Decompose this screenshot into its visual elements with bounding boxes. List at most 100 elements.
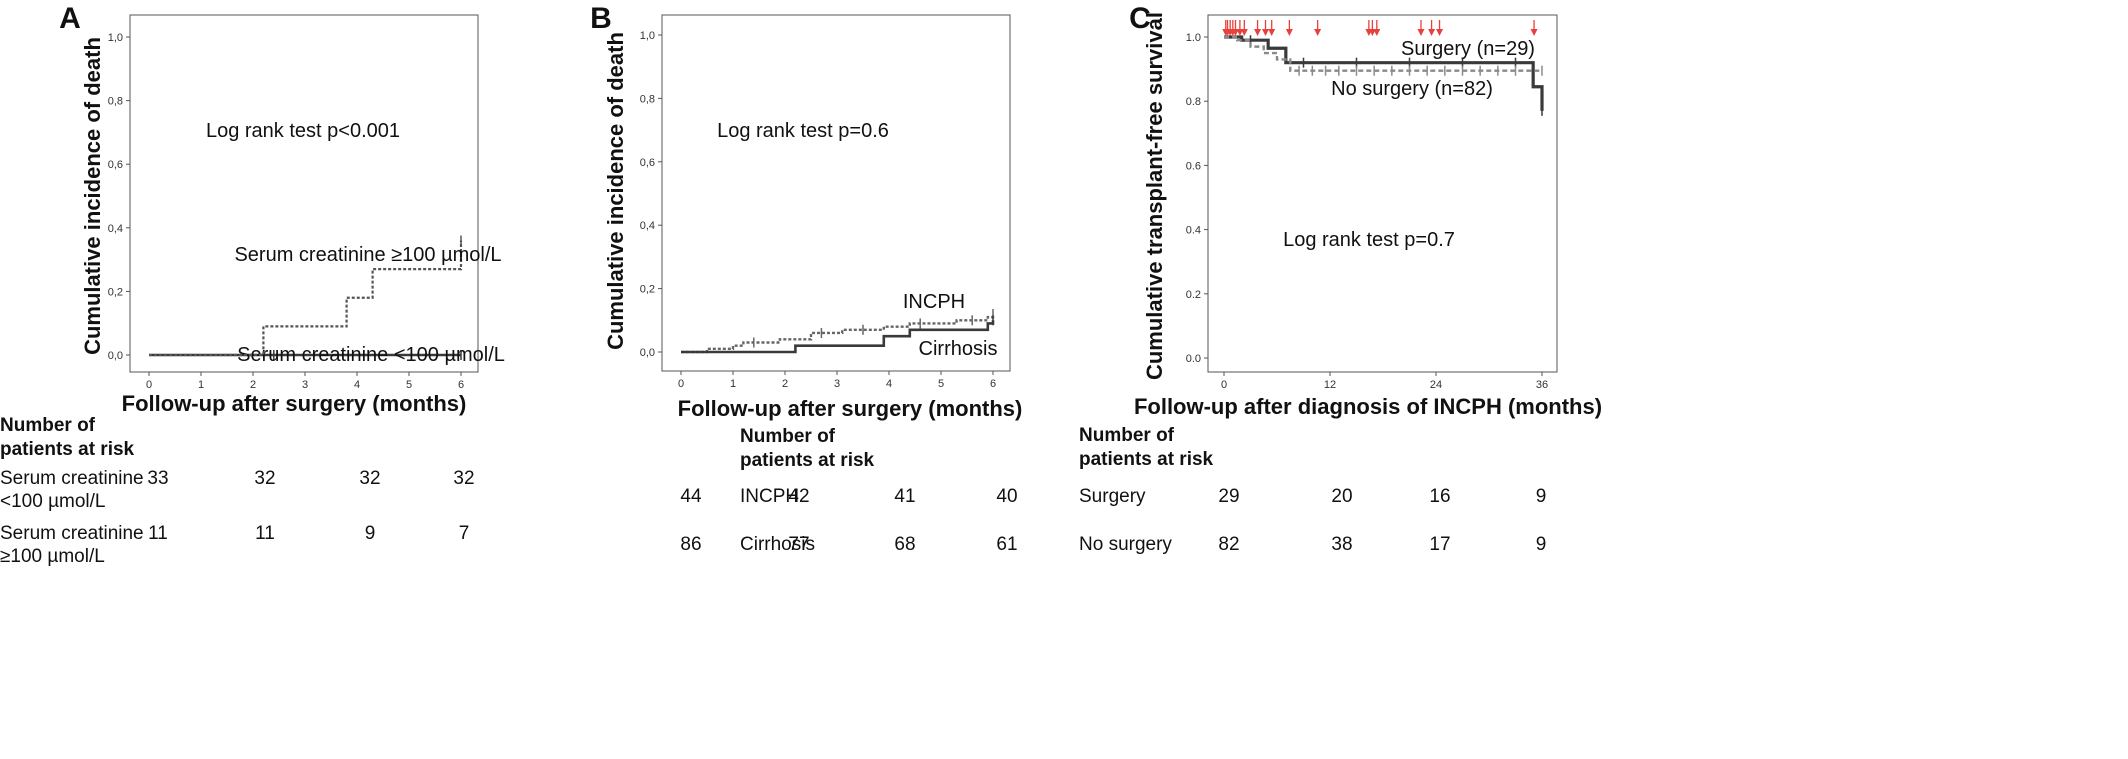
y-axis-title: Cumulative incidence of death bbox=[603, 32, 628, 350]
y-tick-label: 0.0 bbox=[1186, 353, 1201, 365]
series-label: Serum creatinine ≥100 µmol/L bbox=[234, 244, 501, 266]
x-tick-label: 6 bbox=[990, 378, 996, 390]
risk-value: 29 bbox=[1218, 486, 1239, 507]
chart-panel-c: C 0.0 0.2 0.4 0.6 0.8 1.0 0 12 24 36 Follow-up afte… bbox=[1079, 2, 1602, 555]
risk-value: 11 bbox=[148, 523, 168, 544]
event-arrow-head bbox=[1254, 29, 1262, 36]
event-arrow-head bbox=[1240, 29, 1248, 36]
event-arrow-head bbox=[1268, 29, 1276, 36]
series-line bbox=[681, 320, 995, 354]
y-tick-label: 0.2 bbox=[1186, 289, 1201, 301]
y-tick-label: 0.8 bbox=[1186, 96, 1201, 108]
chart-panel-b: B 0,0 0,2 0,4 0,6 0,8 1,0 0 1 2 3 4 5 6 Follow-up afte… bbox=[590, 2, 1022, 555]
log-rank-annotation: Log rank test p<0.001 bbox=[206, 120, 400, 142]
panel-letter: B bbox=[590, 2, 612, 35]
risk-value: 32 bbox=[359, 468, 380, 489]
event-arrow-head bbox=[1368, 29, 1376, 36]
y-tick-label: 0,6 bbox=[640, 157, 655, 169]
series-label: INCPH bbox=[903, 291, 965, 313]
y-tick-label: 0,4 bbox=[640, 220, 655, 232]
series-label: Surgery (n=29) bbox=[1401, 38, 1535, 60]
risk-value: 17 bbox=[1429, 534, 1450, 555]
log-rank-annotation: Log rank test p=0.7 bbox=[1283, 229, 1455, 251]
x-tick-label: 0 bbox=[146, 379, 152, 391]
x-tick-label: 3 bbox=[834, 378, 840, 390]
risk-value: 11 bbox=[255, 523, 275, 544]
x-tick-label: 1 bbox=[198, 379, 204, 391]
plot-frame bbox=[129, 14, 479, 373]
series-label: Serum creatinine <100 µmol/L bbox=[237, 344, 505, 366]
y-tick-label: 0,0 bbox=[108, 350, 123, 362]
risk-row-label: INCPH bbox=[740, 486, 799, 507]
y-tick-label: 1.0 bbox=[1186, 32, 1201, 44]
risk-row-label: Surgery bbox=[1079, 486, 1146, 507]
x-tick-label: 2 bbox=[782, 378, 788, 390]
y-tick-label: 0,2 bbox=[640, 284, 655, 296]
risk-row-label: No surgery bbox=[1079, 534, 1172, 555]
x-tick-label: 4 bbox=[886, 378, 892, 390]
x-tick-label: 2 bbox=[250, 379, 256, 391]
y-tick-label: 1,0 bbox=[640, 30, 655, 42]
panel-letter: C bbox=[1129, 2, 1151, 35]
event-arrow-head bbox=[1373, 29, 1381, 36]
y-tick-label: 1,0 bbox=[108, 32, 123, 44]
y-tick-label: 0,2 bbox=[108, 286, 123, 298]
log-rank-annotation: Log rank test p=0.6 bbox=[717, 120, 889, 142]
x-axis-title: Follow-up after surgery (months) bbox=[122, 391, 467, 416]
event-arrow-head bbox=[1417, 29, 1425, 36]
x-tick-label: 0 bbox=[1221, 379, 1227, 391]
y-axis-title: Cumulative transplant-free survival bbox=[1142, 12, 1167, 380]
risk-table-heading: Number of patients at risk bbox=[1079, 425, 1214, 470]
x-tick-label: 5 bbox=[406, 379, 412, 391]
x-tick-label: 3 bbox=[302, 379, 308, 391]
series-line bbox=[1224, 35, 1542, 72]
x-tick-label: 24 bbox=[1430, 379, 1442, 391]
series-label: Cirrhosis bbox=[919, 338, 998, 360]
risk-table-heading: Number of patients at risk bbox=[0, 415, 135, 460]
risk-value: 32 bbox=[453, 468, 474, 489]
event-arrow-head bbox=[1262, 29, 1270, 36]
risk-value: 41 bbox=[894, 486, 915, 507]
risk-value: 42 bbox=[788, 486, 809, 507]
event-arrow-head bbox=[1314, 29, 1322, 36]
risk-row-label: Serum creatinine <100 µmol/L bbox=[0, 468, 144, 512]
risk-value: 16 bbox=[1429, 486, 1450, 507]
series-line bbox=[681, 313, 995, 354]
y-tick-label: 0,4 bbox=[108, 223, 123, 235]
y-tick-label: 0.6 bbox=[1186, 160, 1201, 172]
event-arrow-head bbox=[1285, 29, 1293, 36]
risk-row-label: Serum creatinine ≥100 µmol/L bbox=[0, 523, 144, 567]
panel-letter: A bbox=[59, 2, 81, 35]
x-tick-label: 6 bbox=[458, 379, 464, 391]
risk-value: 32 bbox=[254, 468, 275, 489]
event-arrow-head bbox=[1530, 29, 1538, 36]
risk-value: 7 bbox=[459, 523, 470, 544]
x-tick-label: 5 bbox=[938, 378, 944, 390]
y-tick-label: 0,6 bbox=[108, 159, 123, 171]
risk-value: 9 bbox=[365, 523, 376, 544]
plot-frame bbox=[661, 14, 1011, 372]
risk-value: 68 bbox=[894, 534, 915, 555]
y-tick-label: 0,0 bbox=[640, 347, 655, 359]
x-axis-title: Follow-up after diagnosis of INCPH (mont… bbox=[1134, 394, 1602, 419]
risk-value: 9 bbox=[1536, 486, 1547, 507]
risk-row-label: Cirrhosis bbox=[740, 534, 815, 555]
x-tick-label: 0 bbox=[678, 378, 684, 390]
risk-value: 61 bbox=[996, 534, 1017, 555]
event-arrow-head bbox=[1436, 29, 1444, 36]
risk-value: 38 bbox=[1331, 534, 1352, 555]
risk-value: 44 bbox=[680, 486, 702, 507]
event-arrow-head bbox=[1231, 29, 1239, 36]
x-tick-label: 4 bbox=[354, 379, 360, 391]
y-tick-label: 0,8 bbox=[640, 93, 655, 105]
risk-value: 77 bbox=[788, 534, 809, 555]
risk-value: 82 bbox=[1218, 534, 1239, 555]
x-tick-label: 36 bbox=[1536, 379, 1548, 391]
risk-value: 9 bbox=[1536, 534, 1547, 555]
event-arrow-head bbox=[1236, 29, 1244, 36]
y-tick-label: 0.4 bbox=[1186, 225, 1201, 237]
x-tick-label: 12 bbox=[1324, 379, 1336, 391]
risk-value: 33 bbox=[147, 468, 168, 489]
